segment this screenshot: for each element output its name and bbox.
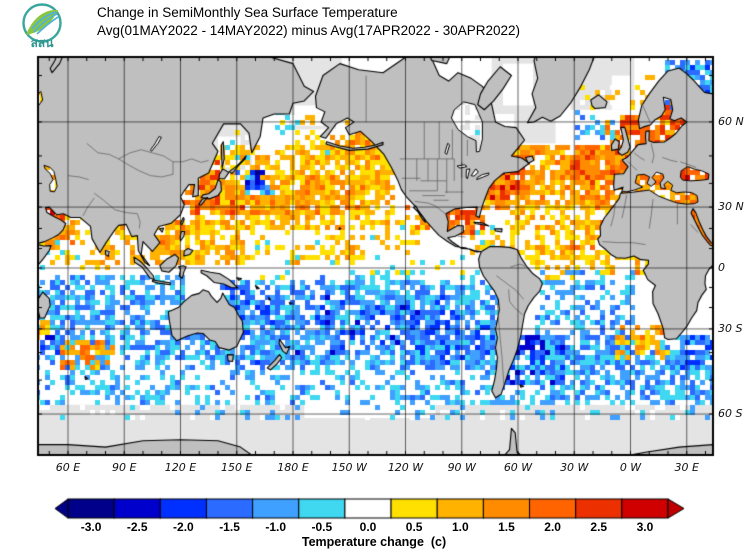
colorbar-tick-label: 2.5 xyxy=(590,520,608,534)
x-axis-label: 150 E xyxy=(221,461,253,474)
x-axis-label: 90 W xyxy=(447,461,476,474)
logo-leaf-icon xyxy=(26,9,58,35)
x-axis-label: 150 W xyxy=(331,461,367,474)
x-axis-label: 60 E xyxy=(55,461,81,474)
y-axis-label: 60 N xyxy=(718,114,744,128)
colorbar-tick-label: 0.0 xyxy=(359,520,377,534)
colorbar-tick-label: -2.0 xyxy=(173,520,194,534)
colorbar-caption: Temperature change (c) xyxy=(301,535,447,549)
logo-ring xyxy=(22,3,62,43)
colorbar-tick-label: -0.5 xyxy=(311,520,333,534)
logo-wave-3 xyxy=(36,16,59,35)
colorbar-tick-label: 1.0 xyxy=(451,520,469,534)
x-axis-label: 30 E xyxy=(674,461,699,474)
colorbar-tick-label: -3.0 xyxy=(80,520,102,534)
logo-wave-1 xyxy=(31,11,57,30)
y-axis-label: 0 xyxy=(718,261,725,274)
y-axis-label: 30 S xyxy=(718,321,743,335)
colorbar-tick-label: 1.5 xyxy=(498,520,515,534)
x-axis-label: 180 E xyxy=(277,461,309,474)
colorbar-tick-label: -1.5 xyxy=(219,520,240,534)
x-axis-label: 30 W xyxy=(560,461,589,474)
colorbar-tick-label: 0.5 xyxy=(405,520,423,534)
y-axis-label: 30 N xyxy=(718,200,744,214)
x-axis-label: 90 E xyxy=(112,461,137,474)
x-axis-label: 120 E xyxy=(164,461,197,474)
chart-title: Change in SemiMonthly Sea Surface Temper… xyxy=(97,5,398,20)
colorbar-tick-label: -2.5 xyxy=(126,520,148,534)
chart-title-block: Change in SemiMonthly Sea Surface Temper… xyxy=(97,4,520,40)
colorbar-tick-label: 2.0 xyxy=(544,520,561,534)
chart-subtitle: Avg(01MAY2022 - 14MAY2022) minus Avg(17A… xyxy=(97,23,520,38)
agency-logo: สสน xyxy=(22,3,62,50)
y-axis-label: 60 S xyxy=(718,407,743,421)
logo-wave-2 xyxy=(33,13,58,33)
x-axis-label: 60 W xyxy=(503,461,533,474)
x-axis-label: 120 W xyxy=(387,461,424,474)
colorbar-tick-label: -1.0 xyxy=(265,520,287,534)
logo-text: สสน xyxy=(31,36,55,50)
colorbar-tick-label: 3.0 xyxy=(636,520,654,534)
x-axis-label: 0 W xyxy=(619,461,642,474)
